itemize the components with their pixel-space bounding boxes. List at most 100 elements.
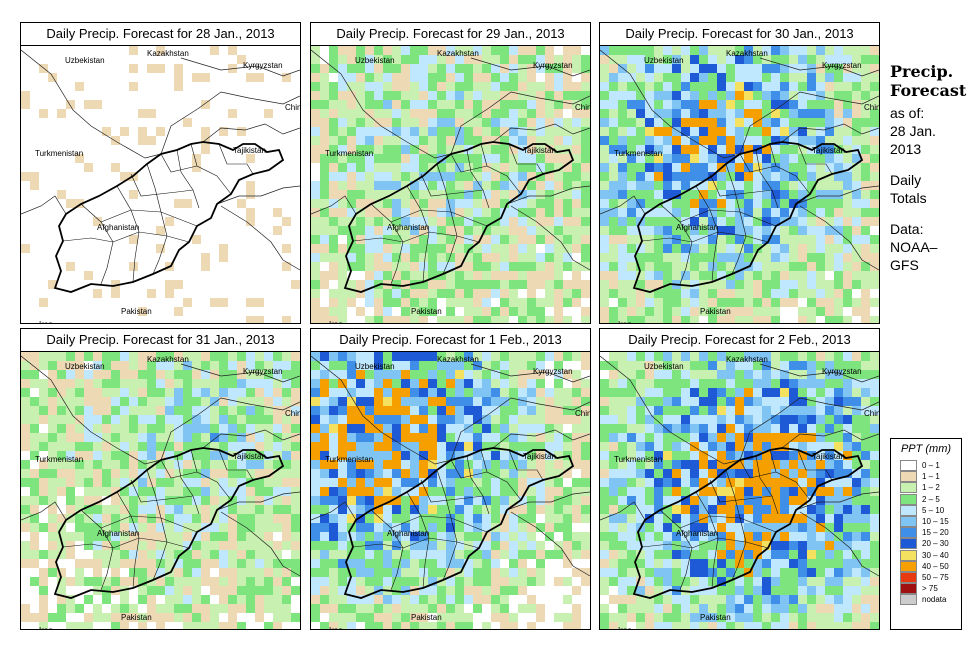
precip-cell bbox=[762, 253, 771, 262]
precip-cell bbox=[654, 451, 663, 460]
precip-cell bbox=[699, 451, 708, 460]
precip-cell bbox=[365, 55, 374, 64]
precip-cell bbox=[210, 496, 219, 505]
precip-cell bbox=[21, 388, 30, 397]
precip-cell bbox=[545, 280, 554, 289]
precip-cell bbox=[843, 55, 852, 64]
precip-cell bbox=[699, 136, 708, 145]
precip-cell bbox=[419, 442, 428, 451]
precip-cell bbox=[699, 217, 708, 226]
precip-cell bbox=[437, 199, 446, 208]
precip-cell bbox=[681, 559, 690, 568]
precip-cell bbox=[464, 235, 473, 244]
precip-cell bbox=[473, 73, 482, 82]
precip-cell bbox=[39, 109, 48, 118]
precip-cell bbox=[419, 379, 428, 388]
precip-cell bbox=[798, 262, 807, 271]
precip-cell bbox=[320, 253, 329, 262]
precip-cell bbox=[861, 154, 870, 163]
precip-cell bbox=[581, 352, 590, 361]
precip-cell bbox=[708, 415, 717, 424]
precip-cell bbox=[347, 424, 356, 433]
precip-cell bbox=[174, 496, 183, 505]
precip-cell bbox=[600, 622, 609, 629]
precip-cell bbox=[798, 118, 807, 127]
precip-cell bbox=[174, 568, 183, 577]
precip-cell bbox=[509, 289, 518, 298]
precip-cell bbox=[383, 271, 392, 280]
precip-cell bbox=[645, 478, 654, 487]
precip-cell bbox=[843, 181, 852, 190]
panel-title: Daily Precip. Forecast for 28 Jan., 2013 bbox=[21, 23, 300, 46]
precip-cell bbox=[246, 73, 255, 82]
precip-cell bbox=[66, 532, 75, 541]
precip-cell bbox=[192, 487, 201, 496]
precip-cell bbox=[771, 388, 780, 397]
precip-cell bbox=[600, 613, 609, 622]
precip-cell bbox=[645, 595, 654, 604]
precip-cell bbox=[771, 280, 780, 289]
precip-cell bbox=[861, 253, 870, 262]
precip-cell bbox=[392, 64, 401, 73]
precip-cell bbox=[311, 217, 320, 226]
precip-cell bbox=[374, 469, 383, 478]
precip-cell bbox=[491, 163, 500, 172]
precip-cell bbox=[138, 361, 147, 370]
precip-cell bbox=[762, 244, 771, 253]
precip-cell bbox=[771, 190, 780, 199]
precip-cell bbox=[419, 523, 428, 532]
precip-cell bbox=[816, 460, 825, 469]
precip-cell bbox=[291, 379, 300, 388]
precip-cell bbox=[609, 523, 618, 532]
precip-cell bbox=[228, 469, 237, 478]
precip-cell bbox=[852, 136, 861, 145]
precip-cell bbox=[816, 163, 825, 172]
precip-cell bbox=[311, 154, 320, 163]
precip-cell bbox=[66, 379, 75, 388]
precip-cell bbox=[681, 469, 690, 478]
precip-cell bbox=[347, 280, 356, 289]
precip-cell bbox=[527, 415, 536, 424]
precip-cell bbox=[735, 370, 744, 379]
precip-cell bbox=[563, 595, 572, 604]
precip-cell bbox=[816, 91, 825, 100]
precip-cell bbox=[645, 46, 654, 55]
precip-cell bbox=[374, 109, 383, 118]
precip-cell bbox=[156, 523, 165, 532]
precip-cell bbox=[482, 91, 491, 100]
precip-cell bbox=[246, 388, 255, 397]
precip-cell bbox=[75, 388, 84, 397]
precip-cell bbox=[825, 523, 834, 532]
precip-cell bbox=[627, 154, 636, 163]
precip-cell bbox=[870, 208, 879, 217]
precip-cell bbox=[717, 208, 726, 217]
province-boundary bbox=[739, 153, 777, 173]
precip-cell bbox=[600, 478, 609, 487]
precip-cell bbox=[518, 496, 527, 505]
precip-cell bbox=[816, 145, 825, 154]
precip-cell bbox=[753, 73, 762, 82]
precip-cell bbox=[464, 622, 473, 629]
precip-cell bbox=[654, 199, 663, 208]
precip-cell bbox=[726, 559, 735, 568]
precip-cell bbox=[663, 514, 672, 523]
precip-cell bbox=[291, 505, 300, 514]
precip-cell bbox=[338, 559, 347, 568]
precip-cell bbox=[383, 460, 392, 469]
country-border bbox=[21, 195, 67, 215]
precip-cell bbox=[311, 271, 320, 280]
panel-title: Daily Precip. Forecast for 31 Jan., 2013 bbox=[21, 329, 300, 352]
precip-cell bbox=[636, 559, 645, 568]
precip-cell bbox=[201, 424, 210, 433]
precip-cell bbox=[699, 442, 708, 451]
precip-cell bbox=[753, 433, 762, 442]
precip-cell bbox=[762, 190, 771, 199]
precip-cell bbox=[473, 199, 482, 208]
precip-cell bbox=[699, 568, 708, 577]
precip-cell bbox=[554, 487, 563, 496]
precip-cell bbox=[861, 190, 870, 199]
precip-cell bbox=[437, 361, 446, 370]
precip-cell bbox=[735, 289, 744, 298]
precip-cell bbox=[600, 289, 609, 298]
precip-cell bbox=[219, 352, 228, 361]
